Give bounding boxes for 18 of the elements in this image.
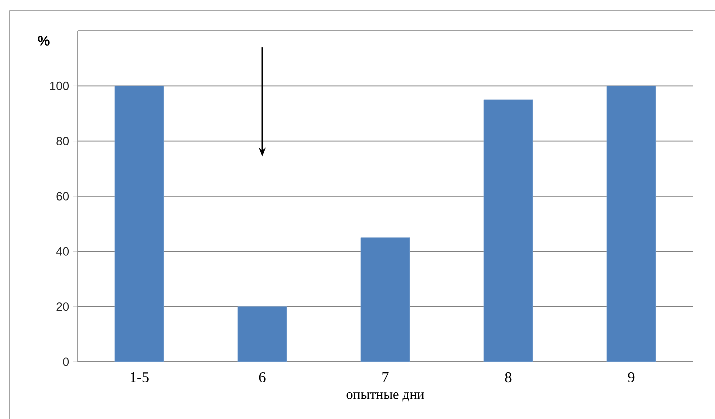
bar: [606, 86, 656, 362]
y-tick-label: 60: [56, 192, 70, 201]
x-tick-label: 8: [505, 372, 512, 383]
y-axis-title: %: [38, 36, 50, 46]
x-tick-label: 9: [628, 372, 635, 383]
x-axis-title: опытные дни: [346, 392, 424, 402]
y-tick-label: 20: [56, 302, 70, 312]
y-tick-label: 80: [56, 137, 70, 146]
y-tick-label: 0: [63, 358, 70, 366]
bar: [360, 238, 410, 362]
x-tick-label: 7: [382, 372, 389, 382]
x-tick-label: 1-5: [130, 372, 149, 383]
y-tick-label: 40: [56, 247, 70, 256]
y-tick-label: 100: [50, 82, 70, 90]
bar: [484, 100, 534, 362]
bar: [114, 86, 164, 362]
x-tick-label: 6: [259, 372, 266, 383]
bar: [238, 306, 288, 362]
